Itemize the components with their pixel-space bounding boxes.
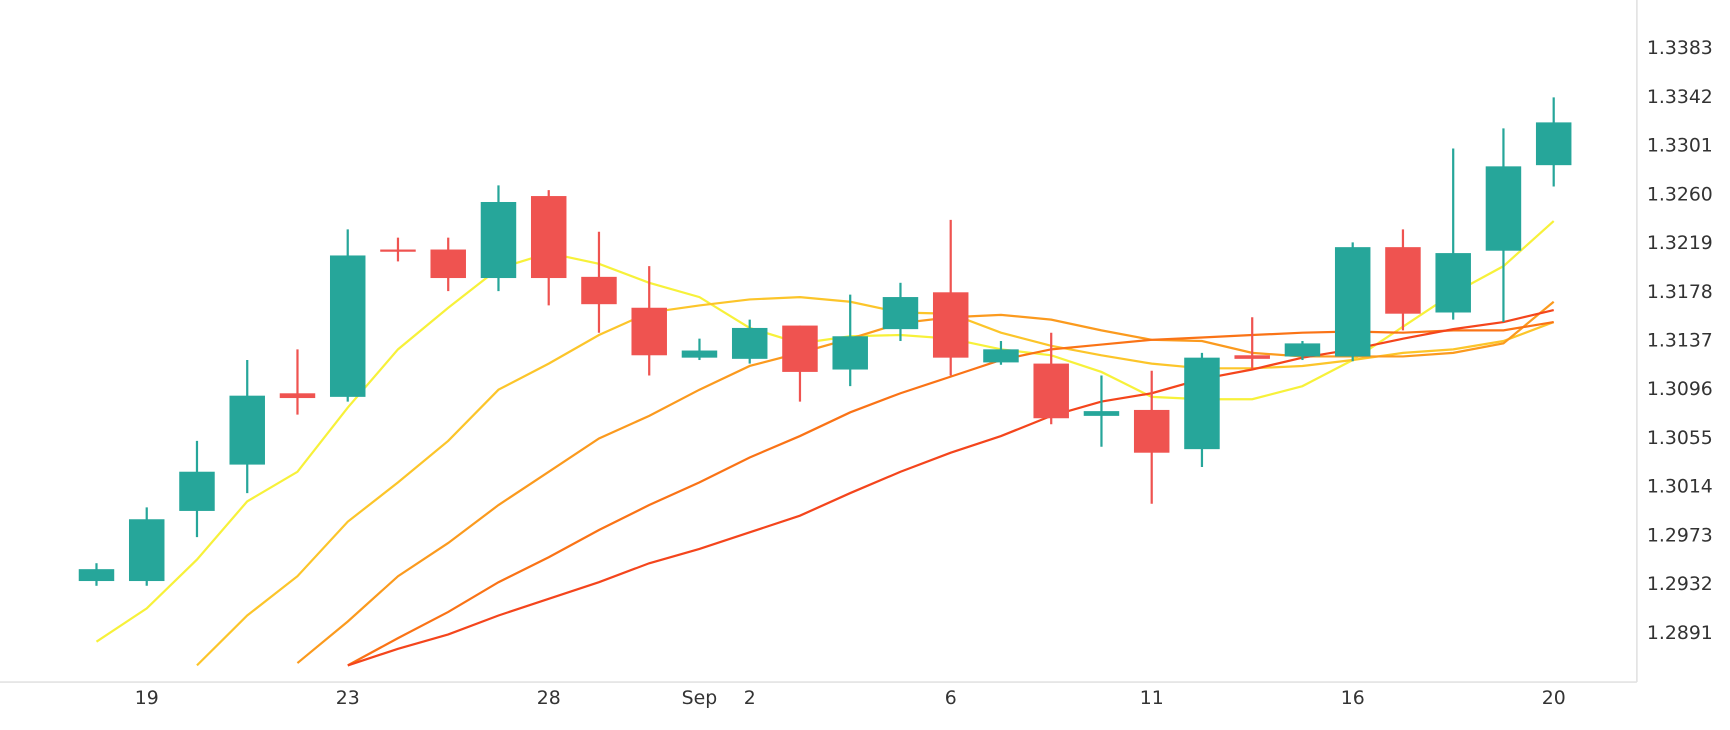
y-tick-label: 1.3178 — [1647, 282, 1713, 303]
candle-body — [1435, 253, 1471, 313]
candle-body — [1234, 355, 1270, 359]
chart-area: 1.2891 1.2932 1.2973 1.3014 1.3055 1.3096 1.31… — [0, 0, 1713, 709]
x-tick-label: 11 — [1140, 688, 1164, 709]
x-tick-label: 20 — [1542, 688, 1566, 709]
candle-body — [1485, 166, 1522, 251]
y-tick-label: 1.3219 — [1647, 233, 1713, 254]
x-tick-label: 23 — [336, 688, 360, 709]
y-tick-label: 1.2973 — [1647, 525, 1713, 546]
candle-body — [1033, 363, 1069, 419]
candle-body — [882, 297, 919, 330]
x-tick-label: 2 — [744, 688, 756, 709]
candle-body — [832, 336, 868, 370]
y-tick-label: 1.3383 — [1647, 38, 1713, 59]
candle-body — [782, 325, 818, 372]
y-tick-label: 1.3260 — [1647, 184, 1713, 205]
candle-body — [530, 196, 567, 279]
moving-averages — [95, 220, 1555, 667]
candle-body — [380, 249, 416, 252]
candle-body — [581, 276, 617, 305]
labels: 1.2891 1.2932 1.2973 1.3014 1.3055 1.3096 1.31… — [135, 38, 1713, 709]
y-tick-label: 1.3096 — [1647, 379, 1713, 400]
candle-body — [179, 471, 215, 511]
candle-body — [731, 327, 768, 359]
candle-body — [329, 255, 366, 397]
candle-body — [932, 292, 969, 358]
candle-body — [1284, 343, 1321, 357]
x-tick-label: 6 — [945, 688, 957, 709]
y-tick-label: 1.3301 — [1647, 136, 1713, 157]
candle-body — [1133, 409, 1170, 453]
candle-body — [1535, 122, 1572, 166]
moving-average-line — [196, 295, 1555, 667]
candle-body — [430, 249, 466, 279]
candle-body — [1385, 247, 1421, 314]
candle-body — [983, 349, 1019, 363]
x-tick-label: 16 — [1341, 688, 1365, 709]
candles — [78, 97, 1572, 586]
candle-body — [78, 569, 115, 582]
candle-body — [480, 201, 517, 279]
x-tick-label: Sep — [682, 688, 718, 709]
candle-body — [1083, 411, 1120, 416]
x-tick-label: 19 — [135, 688, 159, 709]
candle-body — [681, 350, 718, 358]
y-tick-label: 1.2932 — [1647, 574, 1713, 595]
candle-body — [1334, 247, 1371, 357]
y-tick-label: 1.3014 — [1647, 477, 1713, 498]
y-tick-label: 1.2891 — [1647, 623, 1713, 644]
y-tick-label: 1.3137 — [1647, 331, 1713, 352]
candle-body — [1184, 357, 1220, 450]
y-tick-label: 1.3342 — [1647, 87, 1713, 108]
candle-body — [229, 395, 265, 465]
moving-average-line — [95, 220, 1555, 643]
candle-body — [128, 519, 165, 582]
x-tick-label: 28 — [537, 688, 561, 709]
y-tick-label: 1.3055 — [1647, 428, 1713, 449]
candle-body — [279, 393, 316, 399]
candle-body — [631, 307, 667, 356]
